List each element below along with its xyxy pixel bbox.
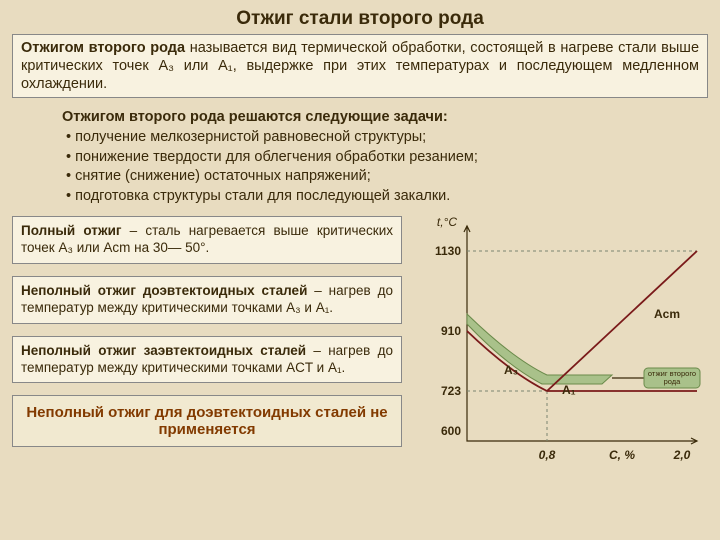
svg-text:t,°С: t,°С <box>437 216 457 229</box>
task-item: понижение твердости для облегчения обраб… <box>66 148 708 168</box>
infobox-full-annealing: Полный отжиг – сталь нагревается выше кр… <box>12 216 402 264</box>
svg-text:600: 600 <box>441 424 461 438</box>
svg-text:А₁: А₁ <box>562 383 576 397</box>
tasks-block: Отжигом второго рода решаются следующие … <box>62 108 708 206</box>
task-item: подготовка структуры стали для последующ… <box>66 187 708 207</box>
task-item: получение мелкозернистой равновесной стр… <box>66 128 708 148</box>
infobox-partial-hypo: Неполный отжиг доэвтектоидных сталей – н… <box>12 276 402 324</box>
definition-box: Отжигом второго рода называется вид терм… <box>12 34 708 98</box>
svg-text:рода: рода <box>664 377 682 386</box>
svg-text:С, %: С, % <box>609 448 635 462</box>
infobox-lead: Полный отжиг <box>21 223 122 238</box>
svg-text:0,8: 0,8 <box>539 448 556 462</box>
infobox-partial-hyper: Неполный отжиг заэвтектоидных сталей – н… <box>12 336 402 384</box>
infobox-lead: Неполный отжиг доэвтектоидных сталей <box>21 283 307 298</box>
left-column: Полный отжиг – сталь нагревается выше кр… <box>12 216 402 496</box>
tasks-lead: Отжигом второго рода решаются следующие … <box>62 109 448 125</box>
phase-diagram-chart: t,°С1130910723600А₃АcmА₁отжиг второгород… <box>412 216 702 496</box>
page-title: Отжиг стали второго рода <box>12 8 708 30</box>
svg-text:723: 723 <box>441 384 461 398</box>
svg-text:1130: 1130 <box>435 244 461 258</box>
warning-box: Неполный отжиг для доэвтектоидных сталей… <box>12 395 402 447</box>
task-item: снятие (снижение) остаточных напряжений; <box>66 167 708 187</box>
svg-text:Аcm: Аcm <box>654 307 680 321</box>
definition-lead: Отжигом второго рода <box>21 40 185 56</box>
svg-text:А₃: А₃ <box>504 363 518 377</box>
svg-text:910: 910 <box>441 324 461 338</box>
infobox-lead: Неполный отжиг заэвтектоидных сталей <box>21 343 306 358</box>
svg-text:2,0: 2,0 <box>673 448 691 462</box>
